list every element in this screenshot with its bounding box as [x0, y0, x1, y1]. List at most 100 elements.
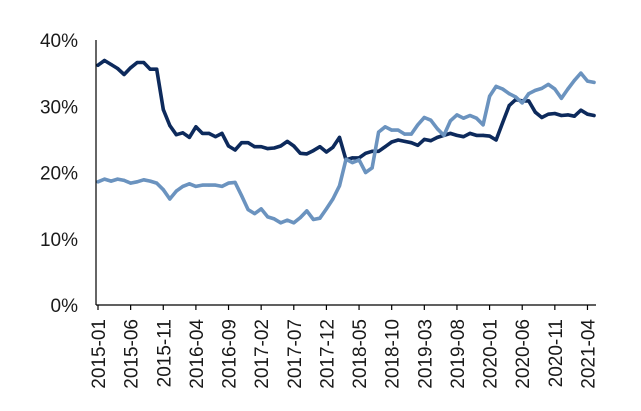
data-point [148, 67, 152, 71]
x-tick-label: 2016-09 [220, 319, 241, 389]
data-point [435, 135, 439, 139]
data-point [331, 145, 335, 149]
data-point [350, 156, 355, 160]
data-point [135, 180, 139, 184]
data-point [318, 216, 322, 220]
data-point [174, 189, 178, 193]
data-point [233, 180, 237, 184]
data-point [318, 145, 322, 149]
data-point [109, 62, 113, 67]
data-point [377, 149, 381, 153]
data-point [168, 197, 172, 201]
data-point [514, 95, 518, 99]
data-point [474, 116, 479, 120]
series-line-1 [96, 58, 596, 162]
data-point [96, 180, 100, 184]
data-point [207, 131, 211, 135]
data-point [337, 135, 342, 139]
data-point [220, 184, 224, 188]
data-point [559, 96, 564, 100]
axes [95, 40, 596, 306]
y-tick-label: 0% [51, 296, 79, 317]
data-point [174, 133, 178, 137]
data-point [533, 110, 537, 114]
data-point [390, 128, 394, 132]
data-point [266, 215, 270, 219]
data-point [461, 135, 466, 139]
data-point [213, 183, 218, 187]
data-point [253, 145, 257, 149]
data-point [448, 131, 452, 135]
y-tick-label: 10% [40, 230, 78, 251]
data-point [572, 114, 577, 118]
data-point [187, 135, 191, 139]
data-point [501, 121, 505, 125]
x-tick-label: 2018-05 [350, 319, 371, 389]
data-point [161, 188, 165, 192]
x-tick-label: 2020-11 [546, 319, 567, 387]
data-point [461, 116, 466, 120]
data-point [324, 207, 328, 211]
data-point [337, 184, 342, 188]
data-point [520, 101, 524, 105]
data-point [298, 151, 302, 155]
x-tick-label: 2015-06 [122, 319, 143, 389]
data-point [455, 133, 459, 137]
data-point [566, 87, 570, 91]
x-tick-label: 2018-10 [383, 319, 404, 389]
x-axis-tick-labels: 2015-01 2015-06 2015-11 2016-04 2016-09 2017-… [89, 319, 599, 389]
x-tick-label: 2015-11 [154, 319, 175, 387]
data-point [155, 181, 159, 185]
data-point [527, 99, 531, 103]
x-tick-label: 2017-12 [317, 319, 338, 389]
data-point [305, 209, 309, 213]
data-point [181, 131, 185, 135]
y-tick-label: 40% [40, 31, 78, 52]
data-point [96, 63, 100, 67]
data-point [364, 151, 368, 155]
data-point [409, 141, 413, 145]
data-point [129, 66, 133, 70]
data-point [533, 88, 537, 92]
x-tick-label: 2015-01 [89, 319, 110, 389]
data-point [272, 146, 276, 150]
data-point [364, 170, 368, 175]
data-point [155, 67, 159, 71]
data-point [390, 140, 394, 144]
data-point [246, 208, 250, 212]
data-point [566, 113, 570, 117]
data-point [501, 87, 505, 91]
series-line-2 [96, 71, 596, 225]
data-point [272, 217, 276, 221]
y-tick-label: 20% [40, 164, 78, 185]
data-point [507, 92, 511, 96]
data-point [383, 145, 387, 149]
x-tick-label: 2016-04 [187, 319, 208, 389]
data-point [403, 139, 407, 143]
data-point [259, 145, 263, 149]
data-point [331, 197, 335, 201]
data-point [579, 71, 583, 75]
data-point [422, 115, 426, 120]
data-point [474, 133, 479, 137]
data-point [396, 138, 400, 142]
x-tick-label: 2019-03 [415, 319, 436, 389]
data-point [350, 161, 355, 165]
data-point [488, 94, 492, 98]
data-point [507, 104, 511, 108]
data-point [148, 179, 152, 183]
data-point [259, 207, 263, 211]
data-point [494, 138, 498, 142]
y-axis-tick-labels: 0% 10% 20% 30% 40% [40, 31, 78, 317]
data-point [285, 139, 289, 143]
data-point [527, 92, 531, 96]
data-point [383, 125, 387, 129]
data-point [370, 166, 374, 170]
data-point [200, 183, 204, 187]
data-point [481, 133, 485, 137]
data-point [142, 60, 146, 65]
data-point [468, 131, 472, 135]
data-point [213, 135, 218, 139]
x-tick-label: 2021-04 [578, 319, 599, 389]
